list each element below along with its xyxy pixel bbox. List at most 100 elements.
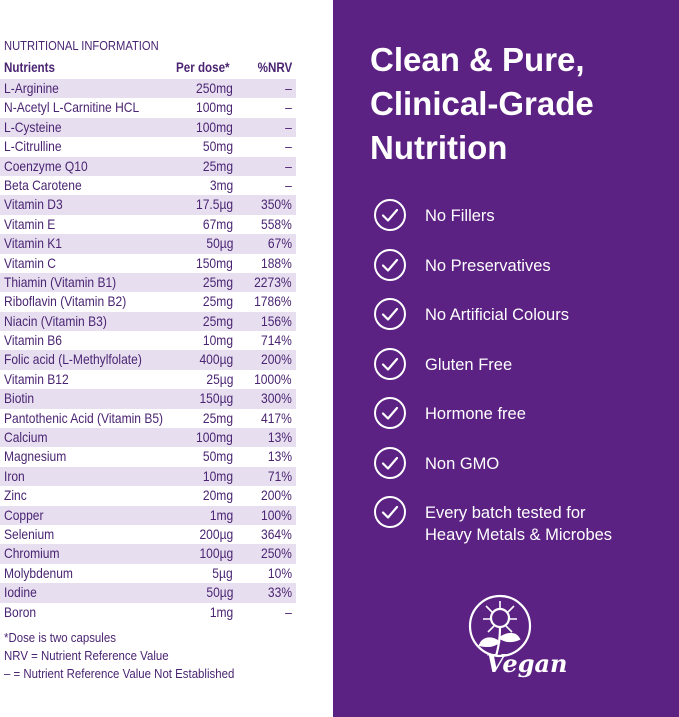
nutrient-dose: 400µg (199, 351, 233, 368)
nutrient-dose: 25mg (202, 409, 233, 426)
nutrient-nrv: 71% (267, 467, 292, 484)
nutrient-name: Thiamin (Vitamin B1) (4, 273, 117, 290)
nutrient-name: L-Arginine (4, 80, 59, 96)
nutrient-dose: 250mg (196, 80, 233, 96)
feature-text-line-1: Every batch tested for (425, 504, 586, 522)
nutrient-nrv: – (285, 99, 292, 116)
nutrient-dose: 100µg (199, 545, 233, 562)
feature-text: Hormone free (425, 403, 526, 425)
table-row: L-Citrulline 50mg – (0, 137, 296, 156)
nutrient-nrv: 250% (261, 545, 292, 562)
nutrient-name: Copper (4, 506, 44, 523)
feature-text-line-1: No Artificial Colours (425, 306, 569, 324)
feature-text-line-1: Non GMO (425, 455, 500, 473)
nutrient-name: Pantothenic Acid (Vitamin B5) (4, 409, 164, 426)
nutrient-dose: 25µg (205, 370, 233, 387)
nutrient-nrv: 1786% (254, 293, 292, 310)
header-per-dose: Per dose* (176, 60, 230, 75)
nutrient-nrv: 350% (261, 196, 292, 213)
nutrient-nrv: – (285, 138, 292, 155)
table-row: Pantothenic Acid (Vitamin B5) 25mg 417% (0, 409, 296, 428)
table-row: Riboflavin (Vitamin B2) 25mg 1786% (0, 292, 296, 311)
nutrient-nrv: 714% (261, 332, 292, 349)
nutrient-dose: 100mg (196, 118, 233, 135)
table-row: Calcium 100mg 13% (0, 428, 296, 448)
table-row: Vitamin E 67mg 558% (0, 215, 296, 234)
note-dash: – = Nutrient Reference Value Not Establi… (4, 666, 235, 681)
feature-text: Every batch tested for Heavy Metals & Mic… (425, 502, 612, 546)
nutrient-nrv: 200% (261, 487, 292, 504)
nutrient-dose: 200µg (199, 525, 233, 542)
headline-line-2: Clinical-Grade (370, 85, 594, 122)
nutrient-nrv: 13% (267, 429, 292, 446)
check-circle-icon (374, 199, 406, 231)
table-row: Zinc 20mg 200% (0, 486, 296, 505)
feature-text: No Artificial Colours (425, 304, 569, 326)
feature-text-line-1: No Preservatives (425, 257, 551, 275)
nutrient-nrv: 1000% (254, 370, 292, 387)
nutrient-name: Zinc (4, 487, 27, 504)
vegan-label: Vegan (486, 649, 566, 678)
nutrient-name: Vitamin B12 (4, 370, 69, 387)
nutrient-nrv: 300% (261, 390, 292, 407)
nutrient-name: L-Cysteine (4, 118, 62, 135)
nutrient-nrv: 67% (267, 235, 292, 252)
nutrient-name: Iron (4, 467, 25, 484)
header-nrv: %NRV (257, 60, 292, 75)
nutrient-nrv: 2273% (254, 273, 292, 290)
sunflower-icon (468, 594, 532, 658)
nutrient-nrv: – (285, 118, 292, 135)
table-row: Chromium 100µg 250% (0, 544, 296, 564)
nutrient-name: Riboflavin (Vitamin B2) (4, 293, 127, 310)
check-circle-icon (374, 249, 406, 281)
table-row: Vitamin C 150mg 188% (0, 254, 296, 273)
nutrition-table-body: L-Arginine 250mg – N-Acetyl L-Carnitine HCL… (0, 79, 296, 622)
headline: Clean & Pure, Clinical-Grade Nutrition (370, 38, 594, 170)
note-nrv: NRV = Nutrient Reference Value (4, 648, 169, 663)
check-circle-icon (374, 298, 406, 330)
feature-text-line-2: Heavy Metals & Microbes (425, 526, 613, 544)
nutrient-name: N-Acetyl L-Carnitine HCL (4, 99, 140, 116)
nutrient-name: Vitamin D3 (4, 196, 63, 213)
table-row: Coenzyme Q10 25mg – (0, 156, 296, 176)
nutrient-dose: 1mg (209, 603, 233, 620)
table-row: Boron 1mg – (0, 603, 296, 622)
nutrient-dose: 100mg (196, 99, 233, 116)
check-circle-icon (374, 496, 406, 528)
feature-text: Gluten Free (425, 354, 512, 376)
nutrition-table-header: Nutrients Per dose* %NRV (0, 60, 296, 78)
table-row: Copper 1mg 100% (0, 505, 296, 525)
nutrient-nrv: 417% (261, 409, 292, 426)
nutrient-dose: 50mg (202, 448, 233, 465)
nutrient-dose: 150µg (199, 390, 233, 407)
feature-text: Non GMO (425, 453, 499, 475)
header-nutrients: Nutrients (4, 60, 55, 75)
table-row: Niacin (Vitamin B3) 25mg 156% (0, 311, 296, 332)
feature-text-line-1: Gluten Free (425, 356, 513, 374)
nutrient-nrv: 13% (267, 448, 292, 465)
nutrient-nrv: 100% (261, 506, 292, 523)
nutrient-name: Calcium (4, 429, 48, 446)
table-row: Selenium 200µg 364% (0, 525, 296, 544)
nutrient-nrv: 200% (261, 351, 292, 368)
nutrient-dose: 50mg (202, 138, 233, 155)
nutrient-dose: 25mg (202, 273, 233, 290)
nutrition-title: NUTRITIONAL INFORMATION (4, 38, 159, 53)
table-row: Molybdenum 5µg 10% (0, 564, 296, 583)
table-row: L-Cysteine 100mg – (0, 117, 296, 138)
nutrient-dose: 25mg (202, 293, 233, 310)
nutrient-name: Iodine (4, 584, 37, 601)
nutrient-dose: 100mg (196, 429, 233, 446)
nutrient-dose: 25mg (202, 312, 233, 329)
table-row: N-Acetyl L-Carnitine HCL 100mg – (0, 98, 296, 117)
nutrient-dose: 25mg (202, 157, 233, 174)
nutrient-dose: 50µg (205, 235, 233, 252)
nutrient-dose: 5µg (212, 564, 233, 581)
nutrition-panel: NUTRITIONAL INFORMATION Nutrients Per do… (0, 0, 333, 717)
nutrient-name: L-Citrulline (4, 138, 62, 155)
check-circle-icon (374, 447, 406, 479)
table-row: Magnesium 50mg 13% (0, 447, 296, 466)
nutrient-dose: 3mg (209, 176, 233, 193)
nutrient-name: Boron (4, 603, 37, 620)
nutrient-nrv: – (285, 80, 292, 96)
